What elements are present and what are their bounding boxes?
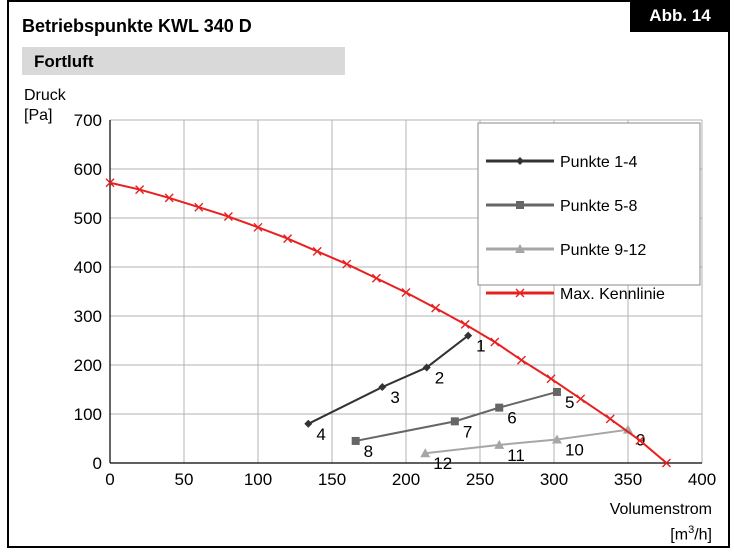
data-point-series-2	[495, 403, 504, 412]
point-label: 4	[316, 425, 325, 444]
point-label: 8	[364, 442, 373, 461]
data-point-series-2	[450, 417, 459, 426]
data-point-series-4	[460, 319, 470, 329]
y-axis-label: Druck [Pa]	[24, 86, 66, 126]
data-point-series-4	[312, 246, 322, 256]
data-point-series-2	[351, 436, 360, 445]
y-tick-label: 100	[74, 405, 102, 424]
point-label: 6	[507, 409, 516, 428]
data-point-series-4	[401, 287, 411, 297]
figure-frame	[7, 0, 730, 548]
x-unit-pre: [m	[670, 526, 689, 544]
data-point-series-4	[164, 193, 174, 203]
x-tick-label: 50	[175, 470, 194, 489]
series-line-3	[425, 428, 629, 455]
data-point-series-4	[546, 374, 556, 384]
y-tick-label: 500	[74, 209, 102, 228]
point-label: 12	[433, 454, 452, 473]
data-point-series-3	[623, 424, 633, 434]
data-point-series-4	[194, 202, 204, 212]
x-unit-post: /h]	[694, 526, 712, 544]
x-axis-label: Volumenstrom [m3/h]	[610, 500, 712, 545]
x-tick-label: 300	[540, 470, 568, 489]
legend-marker-2	[516, 201, 524, 209]
data-point-series-4	[490, 337, 500, 347]
x-tick-label: 100	[244, 470, 272, 489]
data-point-series-4	[516, 355, 526, 365]
data-point-series-4	[576, 394, 586, 404]
y-axis-label-name: Druck	[24, 87, 66, 104]
y-tick-label: 200	[74, 356, 102, 375]
data-point-series-4	[253, 222, 263, 232]
data-point-series-1	[464, 331, 473, 340]
y-tick-label: 0	[93, 454, 102, 473]
data-point-series-4	[342, 259, 352, 269]
figure-title: Betriebspunkte KWL 340 D	[22, 16, 252, 36]
data-point-series-4	[371, 273, 381, 283]
section-band	[22, 47, 345, 75]
data-point-series-1	[378, 383, 387, 392]
data-point-series-4	[605, 414, 615, 424]
data-point-series-4	[223, 212, 233, 222]
legend-label-4: Max. Kennlinie	[560, 286, 665, 303]
y-tick-label: 600	[74, 160, 102, 179]
series-line-4	[109, 181, 668, 464]
data-point-series-4	[431, 303, 441, 313]
x-tick-label: 250	[466, 470, 494, 489]
x-axis-label-unit: [m3/h]	[610, 520, 712, 545]
x-tick-label: 200	[392, 470, 420, 489]
x-tick-label: 0	[105, 470, 114, 489]
point-label: 11	[507, 446, 525, 465]
data-point-series-4	[661, 458, 671, 468]
point-label: 2	[435, 368, 444, 387]
point-label: 5	[565, 393, 574, 412]
data-point-series-1	[422, 363, 431, 372]
data-point-series-3	[551, 434, 562, 444]
x-axis-label-name: Volumenstrom	[609, 501, 712, 518]
data-point-series-4	[635, 435, 645, 445]
y-tick-label: 400	[74, 258, 102, 277]
x-tick-label: 350	[614, 470, 642, 489]
legend-marker-4	[515, 288, 525, 298]
data-point-series-2	[552, 387, 561, 396]
data-point-series-3	[494, 439, 505, 449]
data-point-series-4	[135, 185, 145, 195]
legend-label-2: Punkte 5-8	[560, 198, 637, 215]
y-tick-label: 300	[74, 307, 102, 326]
x-tick-label: 150	[318, 470, 346, 489]
legend-label-1: Punkte 1-4	[560, 154, 637, 171]
x-tick-label: 400	[688, 470, 716, 489]
x-unit-sup: 3	[688, 524, 695, 536]
legend-marker-1	[516, 157, 524, 165]
legend-marker-3	[515, 244, 525, 253]
point-label: 7	[463, 422, 472, 441]
point-label: 10	[565, 440, 584, 459]
series-line-1	[307, 334, 469, 425]
legend-label-3: Punkte 9-12	[560, 242, 646, 259]
y-tick-label: 700	[74, 111, 102, 130]
y-axis-label-unit: [Pa]	[24, 107, 53, 124]
data-point-series-4	[105, 178, 115, 188]
section-title: Fortluft	[34, 52, 94, 71]
point-label: 3	[390, 388, 399, 407]
data-point-series-3	[420, 448, 431, 458]
figure-badge: Abb. 14	[630, 0, 730, 32]
data-point-series-1	[304, 419, 313, 428]
data-point-series-4	[283, 234, 293, 244]
point-label: 1	[476, 337, 485, 356]
series-line-2	[355, 390, 558, 442]
